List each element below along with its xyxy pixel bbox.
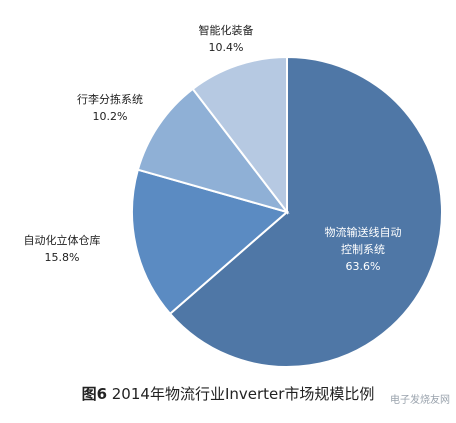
slice-name-label-4: 智能化装备 [199,23,254,37]
pie-slice-3 [136,87,290,214]
slice-name-label-1: 控制系统 [341,242,385,256]
figure-number: 图6 [81,385,107,403]
slice-name-label-1: 物流输送线自动 [325,225,402,239]
slice-name-label-3: 行李分拣系统 [77,92,143,106]
slice-name-label-2: 自动化立体仓库 [24,233,101,247]
pie-slice-2 [131,168,290,316]
figure-title: 2014年物流行业Inverter市场规模比例 [107,385,375,403]
slice-value-label-2: 15.8% [45,251,80,264]
slice-value-label-4: 10.4% [209,41,244,54]
figure-caption: 图6 2014年物流行业Inverter市场规模比例 [0,383,456,404]
pie-slice-4 [191,55,288,215]
pie-slice-1 [168,55,443,368]
watermark: 电子发烧友网 [390,395,450,406]
slice-value-label-3: 10.2% [93,110,128,123]
slice-value-label-1: 63.6% [346,260,381,273]
